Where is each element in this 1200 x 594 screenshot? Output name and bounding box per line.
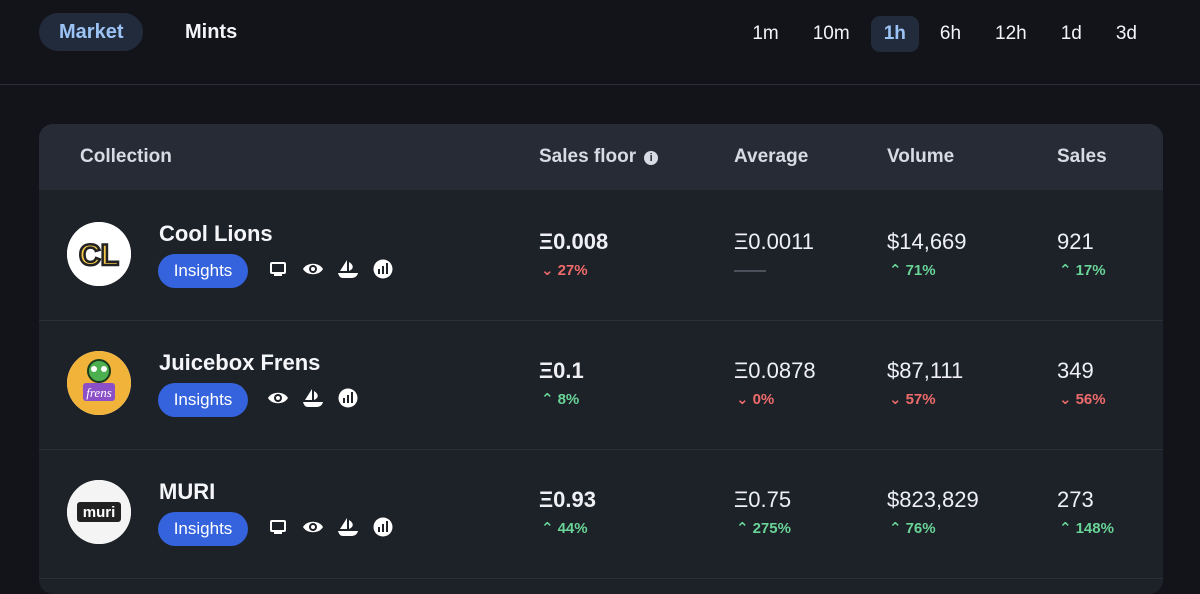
collection-avatar[interactable]: frens [67, 351, 131, 415]
volume-value: $87,111 [887, 358, 964, 383]
tab-market[interactable]: Market [39, 13, 144, 51]
collection-avatar[interactable]: muri [67, 480, 131, 544]
average-change: ⌄ 0% [736, 391, 775, 408]
sales-floor-change: ⌄ 27% [541, 262, 588, 279]
info-icon[interactable]: i [644, 151, 659, 165]
chevron-up-icon: ⌃ [889, 520, 902, 537]
header-average[interactable]: Average [734, 146, 809, 167]
header-sales[interactable]: Sales [1057, 146, 1107, 167]
website-icon[interactable] [267, 516, 289, 538]
collection-name[interactable]: MURI [159, 479, 216, 504]
chevron-up-icon: ⌃ [1059, 262, 1072, 279]
sales-change: ⌃ 17% [1059, 262, 1106, 279]
timeframe-selector: 1m 10m 1h 6h 12h 1d 3d [739, 16, 1150, 52]
chevron-down-icon: ⌄ [889, 391, 902, 408]
website-icon[interactable] [267, 258, 289, 280]
chevron-up-icon: ⌃ [736, 520, 749, 537]
timeframe-3d[interactable]: 3d [1115, 23, 1137, 44]
collection-name[interactable]: Juicebox Frens [159, 350, 321, 375]
avatar-lettering: CL [79, 239, 119, 272]
sales-floor-value: Ξ0.008 [539, 229, 609, 254]
average-value: Ξ0.75 [734, 487, 792, 512]
volume-value: $823,829 [887, 487, 979, 512]
timeframe-12h[interactable]: 12h [995, 23, 1027, 44]
sales-floor-change: ⌃ 44% [541, 520, 588, 537]
volume-change: ⌃ 71% [889, 262, 936, 279]
insights-button[interactable]: Insights [158, 254, 248, 288]
opensea-icon[interactable] [337, 516, 359, 538]
table-row[interactable]: frens Juicebox Frens Insights Ξ0.1 ⌃ 8% Ξ… [39, 320, 1163, 450]
chevron-up-icon: ⌃ [541, 520, 554, 537]
insights-button[interactable]: Insights [158, 512, 248, 546]
sales-floor-value: Ξ0.1 [539, 358, 584, 383]
insights-button[interactable]: Insights [158, 383, 248, 417]
timeframe-1h[interactable]: 1h [870, 16, 919, 52]
header-collection[interactable]: Collection [80, 146, 172, 167]
sales-change: ⌄ 56% [1059, 391, 1106, 408]
eye-icon[interactable] [302, 258, 324, 280]
chevron-up-icon: ⌃ [1059, 520, 1072, 537]
collections-table: Collection Sales floor i Average Volume S… [39, 124, 1163, 594]
timeframe-1m[interactable]: 1m [752, 23, 779, 44]
chevron-down-icon: ⌄ [1059, 391, 1072, 408]
timeframe-10m[interactable]: 10m [812, 23, 850, 44]
top-bar: Market Mints 1m 10m 1h 6h 12h 1d 3d [0, 0, 1200, 85]
eye-icon[interactable] [302, 516, 324, 538]
sales-value: 349 [1057, 358, 1094, 383]
opensea-icon[interactable] [302, 387, 324, 409]
chart-icon[interactable] [337, 387, 359, 409]
average-change-empty [734, 270, 766, 272]
timeframe-6h[interactable]: 6h [939, 23, 962, 44]
chevron-up-icon: ⌃ [541, 391, 554, 408]
chevron-up-icon: ⌃ [889, 262, 902, 279]
sales-change: ⌃ 148% [1059, 520, 1114, 537]
chart-icon[interactable] [372, 258, 394, 280]
table-header: Collection Sales floor i Average Volume S… [39, 124, 1163, 190]
chevron-down-icon: ⌄ [736, 391, 749, 408]
sales-value: 273 [1057, 487, 1094, 512]
header-sales-floor[interactable]: Sales floor i [539, 146, 659, 168]
sales-floor-change: ⌃ 8% [541, 391, 580, 408]
collection-name[interactable]: Cool Lions [159, 221, 273, 246]
avatar-lettering: muri [83, 504, 116, 521]
header-sales-floor-label: Sales floor [539, 146, 637, 167]
average-value: Ξ0.0011 [734, 229, 814, 254]
table-row[interactable]: CL Cool Lions Insights Ξ0.008 ⌄ 27% Ξ0.00… [39, 191, 1163, 321]
average-value: Ξ0.0878 [734, 358, 816, 383]
average-change: ⌃ 275% [736, 520, 791, 537]
table-row[interactable]: muri MURI Insights Ξ0.93 ⌃ 44% Ξ0.75 ⌃ 275… [39, 449, 1163, 579]
tab-mints[interactable]: Mints [185, 21, 238, 43]
collection-avatar[interactable]: CL [67, 222, 131, 286]
eye-icon[interactable] [267, 387, 289, 409]
avatar-lettering: frens [86, 385, 112, 400]
opensea-icon[interactable] [337, 258, 359, 280]
sales-floor-value: Ξ0.93 [539, 487, 596, 512]
volume-value: $14,669 [887, 229, 967, 254]
volume-change: ⌃ 76% [889, 520, 936, 537]
chevron-down-icon: ⌄ [541, 262, 554, 279]
header-volume[interactable]: Volume [887, 146, 955, 167]
volume-change: ⌄ 57% [889, 391, 936, 408]
timeframe-1d[interactable]: 1d [1060, 23, 1082, 44]
chart-icon[interactable] [372, 516, 394, 538]
sales-value: 921 [1057, 229, 1094, 254]
